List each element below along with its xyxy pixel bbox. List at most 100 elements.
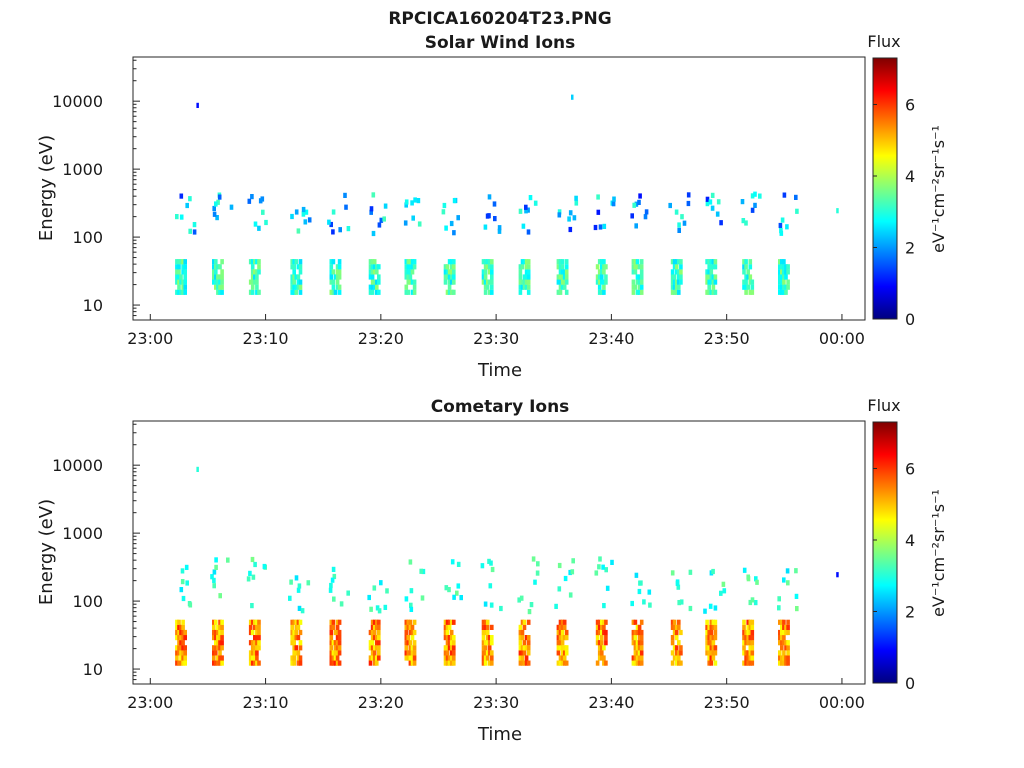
heatmap-cell <box>786 640 790 646</box>
heatmap-cell <box>677 279 681 285</box>
heatmap-cell <box>604 619 608 625</box>
heatmap-cell <box>337 640 342 646</box>
heatmap-cell <box>524 274 529 280</box>
heatmap-cell <box>331 284 336 290</box>
heatmap-cell <box>481 274 486 280</box>
heatmap-cell <box>556 650 561 656</box>
heatmap-cell <box>518 264 523 270</box>
heatmap-cell <box>711 655 716 661</box>
heatmap-cell <box>226 557 230 563</box>
heatmap-cell <box>674 209 679 215</box>
heatmap-cell <box>335 660 340 666</box>
heatmap-cell <box>261 209 265 215</box>
heatmap-cell <box>290 660 294 666</box>
heatmap-cell <box>672 624 677 630</box>
heatmap-cell <box>404 259 409 265</box>
heatmap-cell <box>711 640 716 646</box>
heatmap-cell <box>522 624 527 630</box>
heatmap-cell <box>485 284 490 290</box>
heatmap-cell <box>337 289 342 295</box>
heatmap-cell <box>212 624 216 630</box>
heatmap-cell <box>183 274 187 280</box>
heatmap-cell <box>296 624 301 630</box>
x-tick-label: 00:00 <box>819 329 865 348</box>
heatmap-cell <box>372 279 377 285</box>
heatmap-cell <box>526 660 531 666</box>
heatmap-cell <box>294 645 299 651</box>
heatmap-cell <box>329 221 333 228</box>
heatmap-cell <box>250 284 255 290</box>
y-tick-label: 10000 <box>52 92 103 111</box>
x-tick-label: 23:50 <box>704 329 750 348</box>
heatmap-cell <box>214 264 218 270</box>
heatmap-cell <box>408 624 413 630</box>
heatmap-cell <box>181 660 185 666</box>
heatmap-cell <box>212 264 216 270</box>
heatmap-cell <box>711 264 716 270</box>
heatmap-cell <box>597 624 602 630</box>
heatmap-cell <box>248 289 253 295</box>
heatmap-cell <box>296 274 301 280</box>
heatmap-cell <box>522 640 527 646</box>
heatmap-cell <box>637 655 642 661</box>
heatmap-cell <box>597 645 602 651</box>
colorbar-tick-label: 2 <box>905 238 915 257</box>
heatmap-cell <box>711 259 716 265</box>
heatmap-cell <box>218 264 222 270</box>
heatmap-cell <box>483 289 488 295</box>
heatmap-cell <box>560 640 565 646</box>
heatmap-cell <box>679 650 683 656</box>
heatmap-cell <box>786 629 790 636</box>
heatmap-cell <box>329 650 334 656</box>
heatmap-cell <box>786 624 790 630</box>
heatmap-cell <box>524 660 529 666</box>
heatmap-cell <box>408 645 413 651</box>
heatmap-cell <box>375 264 379 270</box>
heatmap-cell <box>780 217 785 223</box>
heatmap-cell <box>610 559 614 565</box>
heatmap-cell <box>518 650 523 656</box>
heatmap-cell <box>705 274 709 280</box>
heatmap-cell <box>375 645 379 651</box>
heatmap-cell <box>602 603 606 609</box>
heatmap-cell <box>748 635 753 641</box>
heatmap-cell <box>744 640 748 646</box>
heatmap-cell <box>711 274 716 280</box>
heatmap-cell <box>744 629 748 636</box>
heatmap-cell <box>441 209 446 215</box>
heatmap-cell <box>346 226 351 232</box>
heatmap-cell <box>212 660 216 666</box>
heatmap-cell <box>560 619 565 625</box>
heatmap-cell <box>795 208 799 214</box>
heatmap-cell <box>181 289 185 295</box>
heatmap-cell <box>705 619 709 625</box>
heatmap-cell <box>298 259 303 265</box>
heatmap-cell <box>520 655 525 661</box>
heatmap-cell <box>292 259 296 265</box>
heatmap-cell <box>255 650 259 656</box>
heatmap-cell <box>707 264 711 270</box>
heatmap-cell <box>742 279 746 285</box>
heatmap-cell <box>452 650 456 656</box>
heatmap-cell <box>377 279 381 285</box>
heatmap-cell <box>294 575 299 581</box>
heatmap-cell <box>785 224 789 230</box>
heatmap-cell <box>600 259 604 265</box>
heatmap-cell <box>404 284 409 290</box>
heatmap-cell <box>518 645 523 651</box>
heatmap-cell <box>526 207 530 213</box>
heatmap-cell <box>677 284 681 290</box>
heatmap-cell <box>558 274 563 280</box>
heatmap-cell <box>524 269 529 275</box>
x-tick-label: 23:30 <box>473 693 519 712</box>
heatmap-cell <box>778 650 782 656</box>
heatmap-cell <box>674 284 679 290</box>
heatmap-cell <box>220 274 224 280</box>
heatmap-cell <box>630 600 634 607</box>
heatmap-cell <box>784 629 788 636</box>
heatmap-cell <box>329 264 334 270</box>
heatmap-cell <box>483 224 488 230</box>
heatmap-cell <box>375 624 379 630</box>
heatmap-cell <box>248 655 253 661</box>
heatmap-cell <box>604 635 608 641</box>
